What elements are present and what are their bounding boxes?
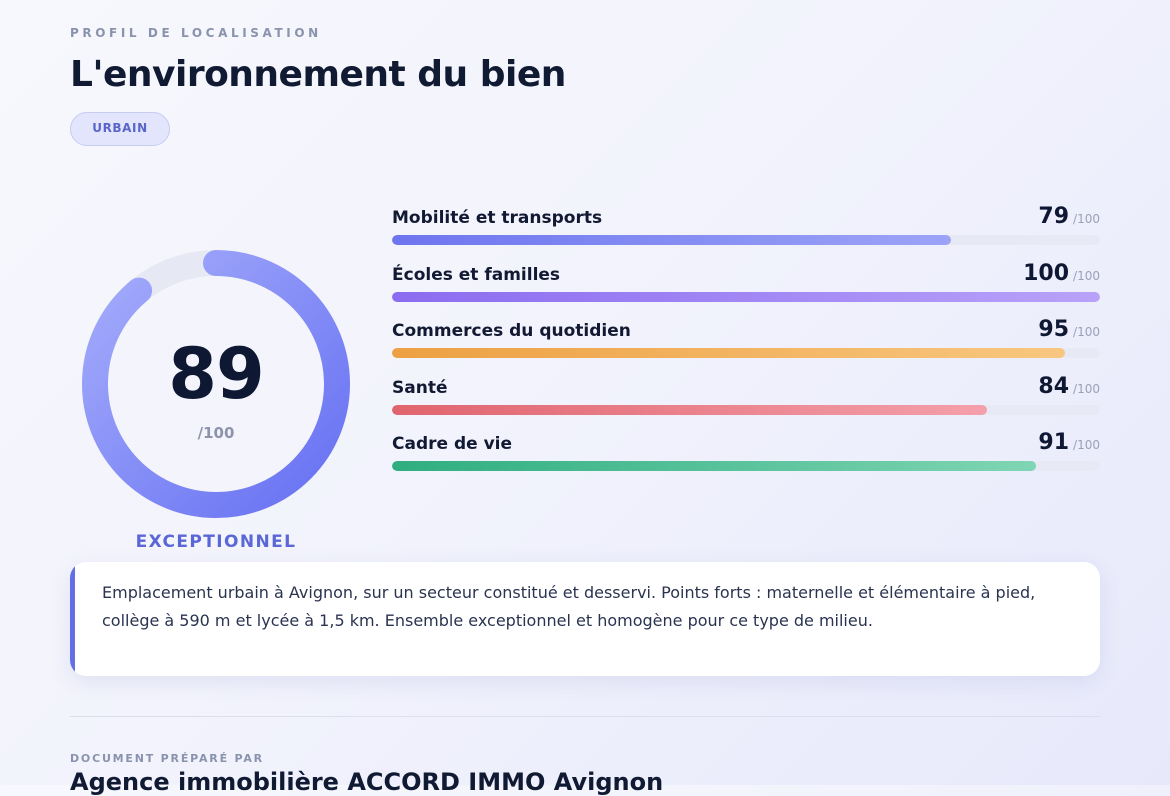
page-title: L'environnement du bien [70,54,566,95]
category-bar-fill [392,461,1037,471]
summary-card: Emplacement urbain à Avignon, sur un sec… [70,562,1100,676]
category-bar-track [392,292,1100,302]
category-score: 91 [1038,430,1070,455]
global-score-max: /100 [197,424,235,442]
global-score-gauge: 89 /100 [82,250,350,518]
category-label: Santé [392,378,448,398]
environment-badge: URBAIN [70,112,170,146]
category-bar-fill [392,348,1065,358]
category-shops: Commerces du quotidien 95/100 [392,317,1100,366]
location-profile-eyebrow: PROFIL DE LOCALISATION [70,26,322,40]
global-score-value: 89 [168,333,264,415]
category-max: /100 [1073,438,1100,452]
category-score: 84 [1038,374,1070,399]
category-score: 79 [1038,204,1070,229]
summary-accent-bar [70,562,75,676]
category-score: 95 [1038,317,1070,342]
category-living-environment: Cadre de vie 91/100 [392,430,1100,479]
category-bar-track [392,348,1100,358]
category-max: /100 [1073,325,1100,339]
category-bar-fill [392,235,952,245]
category-health: Santé 84/100 [392,374,1100,423]
summary-text: Emplacement urbain à Avignon, sur un sec… [102,583,1036,630]
prepared-by-label: DOCUMENT PRÉPARÉ PAR [70,752,264,765]
category-label: Mobilité et transports [392,208,603,228]
category-mobility: Mobilité et transports 79/100 [392,204,1100,253]
agency-name: Agence immobilière ACCORD IMMO Avignon [70,768,664,796]
category-max: /100 [1073,212,1100,226]
category-label: Commerces du quotidien [392,321,631,341]
category-bar-fill [392,292,1100,302]
category-max: /100 [1073,269,1100,283]
global-rating-label: EXCEPTIONNEL [135,532,297,552]
gauge-ring [82,250,350,518]
category-bar-track [392,405,1100,415]
category-bar-fill [392,405,987,415]
category-schools: Écoles et familles 100/100 [392,261,1100,310]
category-label: Écoles et familles [392,265,561,285]
category-bar-track [392,235,1100,245]
section-divider [70,716,1100,717]
category-label: Cadre de vie [392,434,513,454]
gauge-progress-arc [82,250,350,518]
category-bar-track [392,461,1100,471]
category-score: 100 [1023,261,1070,286]
category-max: /100 [1073,382,1100,396]
